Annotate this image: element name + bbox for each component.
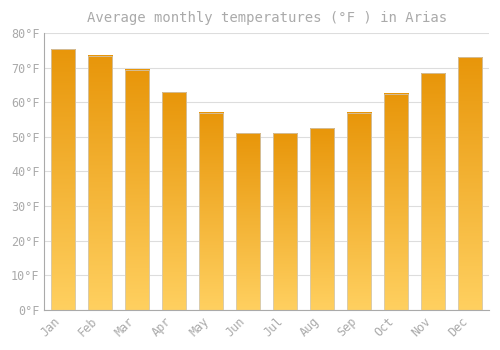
Bar — [310, 128, 334, 310]
Bar — [458, 57, 482, 310]
Bar — [347, 113, 372, 310]
Bar — [88, 56, 112, 310]
Bar — [51, 49, 75, 310]
Bar — [422, 73, 446, 310]
Bar — [273, 133, 297, 310]
Bar — [236, 133, 260, 310]
Bar — [384, 94, 408, 310]
Bar — [125, 70, 149, 310]
Bar — [199, 113, 223, 310]
Bar — [162, 92, 186, 310]
Title: Average monthly temperatures (°F ) in Arias: Average monthly temperatures (°F ) in Ar… — [86, 11, 446, 25]
